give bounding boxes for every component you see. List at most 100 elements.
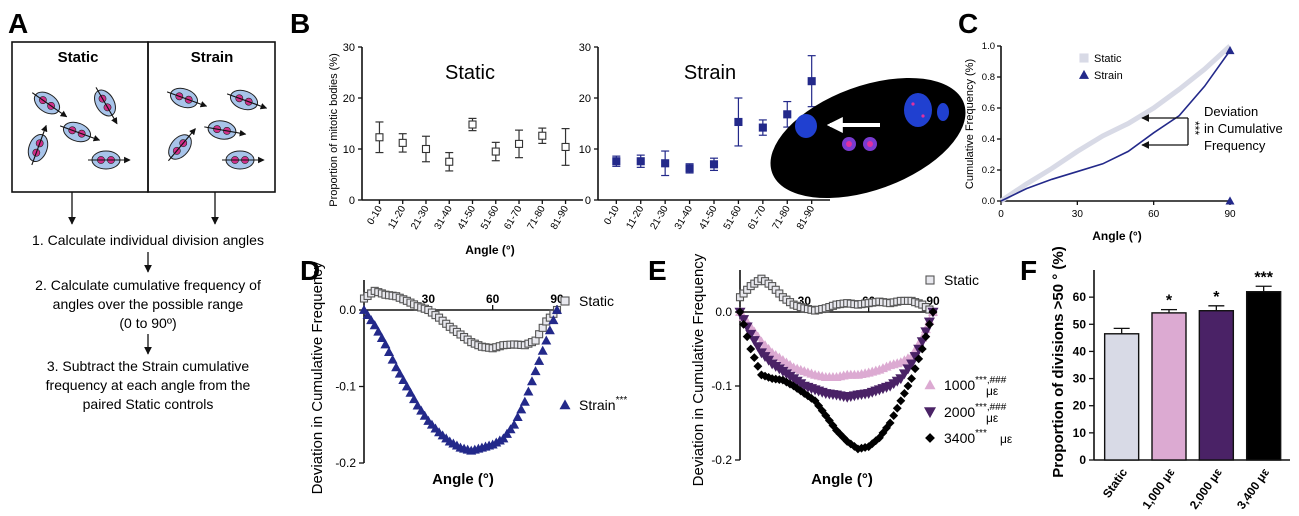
panel-e: E Deviation in Cumulative Frequency Angl… xyxy=(648,253,1013,488)
data-point xyxy=(384,346,395,356)
panel-letter-b: B xyxy=(290,8,310,39)
e-ylabel: Deviation in Cumulative Frequency xyxy=(690,253,707,486)
x-tick-label: 31-40 xyxy=(433,204,456,232)
subplot-title: Strain xyxy=(684,62,736,84)
data-point xyxy=(412,400,423,410)
bar xyxy=(1103,333,1140,461)
data-point xyxy=(612,157,621,166)
data-point xyxy=(501,428,512,438)
bar xyxy=(1245,291,1282,461)
y-tick-label: -0.1 xyxy=(711,379,732,393)
data-point xyxy=(376,332,387,342)
y-tick-label: 0.2 xyxy=(982,165,995,176)
significance-label: *** xyxy=(1254,269,1273,286)
step-1-text: 1. Calculate individual division angles xyxy=(32,232,264,248)
y-tick-label: 30 xyxy=(343,42,355,54)
data-point xyxy=(735,307,745,317)
x-tick-label: 81-90 xyxy=(795,204,818,232)
y-tick-label: 0.6 xyxy=(982,103,995,114)
data-point xyxy=(906,359,918,370)
legend-label: Static xyxy=(944,272,979,288)
panel-c: C Cumulative Frequency (%) Angle (°) 0.0… xyxy=(958,8,1283,243)
data-point xyxy=(519,396,530,406)
strain-box-title: Strain xyxy=(191,49,234,66)
bar xyxy=(1151,312,1187,461)
x-tick-label: 0-10 xyxy=(602,204,622,227)
y-tick-label: 10 xyxy=(579,144,591,156)
data-point xyxy=(810,396,820,406)
x-tick-label: Static xyxy=(1100,465,1130,500)
legend-marker xyxy=(925,275,935,285)
data-point xyxy=(758,123,767,132)
x-tick-label: 11-20 xyxy=(386,204,408,231)
data-point xyxy=(889,411,899,421)
x-tick-label: 60 xyxy=(486,292,500,306)
strain-box xyxy=(147,41,276,193)
data-point xyxy=(748,336,760,346)
y-tick-label: -0.1 xyxy=(335,380,356,394)
data-point xyxy=(878,428,888,438)
data-point xyxy=(491,147,500,156)
x-tick-label: 71-80 xyxy=(771,204,794,232)
panel-letter-e: E xyxy=(648,255,667,286)
data-point xyxy=(661,159,670,168)
data-point xyxy=(394,368,405,378)
x-tick-label: 3,400 με xyxy=(1234,465,1272,511)
step-3-text-line2: frequency at each angle from the xyxy=(46,377,251,393)
data-point xyxy=(544,325,555,335)
cell xyxy=(204,120,247,140)
data-point xyxy=(914,354,924,364)
data-point xyxy=(538,131,547,140)
data-point xyxy=(752,342,764,353)
data-point xyxy=(509,419,520,429)
division-axis-arrow xyxy=(95,87,118,125)
micrograph-dot xyxy=(867,141,873,147)
data-point xyxy=(375,133,384,142)
data-point xyxy=(362,309,373,320)
y-tick-label: 20 xyxy=(343,93,355,105)
legend-label: Strain*** xyxy=(579,395,627,413)
x-tick-label: 60 xyxy=(1148,209,1160,220)
c-ylabel: Cumulative Frequency (%) xyxy=(964,59,976,189)
data-point xyxy=(824,416,834,425)
data-point xyxy=(685,164,694,173)
x-tick-label: 81-90 xyxy=(549,204,572,232)
y-tick-label: 0 xyxy=(585,195,591,207)
panel-f: F Proportion of divisions >50 ° (%) 0 10 2… xyxy=(1020,246,1290,512)
data-point xyxy=(892,403,902,413)
data-point xyxy=(537,345,548,355)
cell xyxy=(27,124,49,166)
panel-d: D Deviation in Cumulative Frequency Angl… xyxy=(300,255,627,494)
data-point xyxy=(387,354,398,364)
cell xyxy=(168,128,196,162)
legend-label: 3400*** xyxy=(944,428,987,446)
division-axis-arrow xyxy=(31,124,48,166)
x-tick-label: 21-30 xyxy=(648,204,671,232)
legend-label-static: Static xyxy=(1094,53,1122,65)
step-2-text-line1: 2. Calculate cumulative frequency of xyxy=(35,277,261,293)
y-tick-label: 10 xyxy=(343,144,355,156)
panel-letter-f: F xyxy=(1020,255,1037,286)
y-tick-label: -0.2 xyxy=(335,456,356,470)
e-plot: 0.0-0.1-0.2306090Static1000***,###με2000… xyxy=(711,270,1013,467)
x-tick-label: 2,000 με xyxy=(1187,465,1225,511)
data-point xyxy=(753,361,763,371)
legend-significance: *** xyxy=(975,428,987,439)
data-point xyxy=(409,394,420,404)
data-point xyxy=(828,421,838,430)
x-tick-label: 21-30 xyxy=(409,204,432,232)
data-point xyxy=(512,411,523,422)
division-axis-arrow xyxy=(31,92,68,118)
f-ylabel: Proportion of divisions >50 ° (%) xyxy=(1050,246,1067,477)
data-point xyxy=(405,387,416,397)
y-tick-label: 0 xyxy=(349,195,355,207)
x-tick-label: 30 xyxy=(422,292,436,306)
data-point xyxy=(814,401,824,411)
x-tick-label: 41-50 xyxy=(456,204,479,232)
data-point xyxy=(874,433,884,443)
x-tick-label: 51-60 xyxy=(479,204,502,232)
y-tick-label: 0.4 xyxy=(982,134,995,145)
division-axis-arrow xyxy=(166,91,208,108)
legend-unit: με xyxy=(1000,432,1013,446)
panel-letter-d: D xyxy=(300,255,320,286)
